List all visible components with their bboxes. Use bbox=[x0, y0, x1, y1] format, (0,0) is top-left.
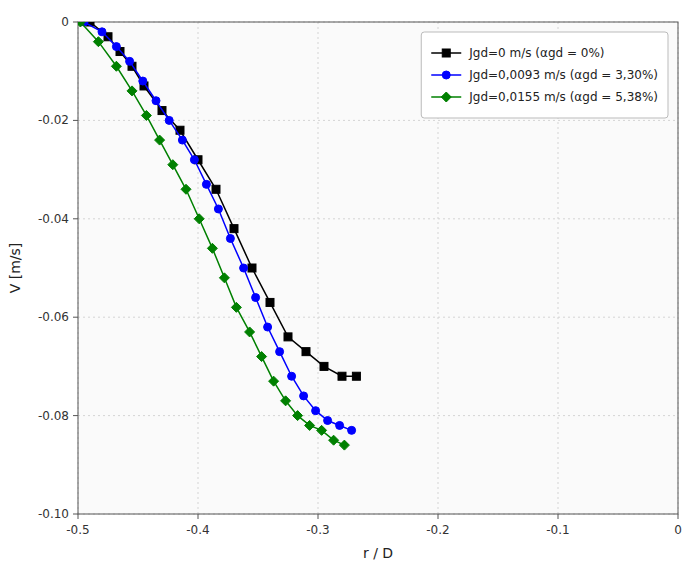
tick-mark bbox=[558, 514, 559, 519]
data-point bbox=[324, 417, 332, 425]
data-point bbox=[284, 333, 292, 341]
grid-line bbox=[78, 317, 678, 318]
data-point bbox=[141, 110, 151, 120]
series-group bbox=[78, 22, 360, 450]
data-point bbox=[293, 411, 303, 421]
data-point bbox=[230, 225, 238, 233]
data-point bbox=[155, 135, 165, 145]
legend-marker bbox=[442, 71, 450, 79]
x-axis-label: r / D bbox=[363, 545, 393, 561]
plot-frame bbox=[78, 22, 678, 514]
data-point bbox=[302, 348, 310, 356]
data-point bbox=[212, 185, 220, 193]
tick-label: 0 bbox=[61, 15, 69, 29]
data-point bbox=[168, 160, 178, 170]
tick-mark bbox=[73, 415, 78, 416]
legend-marker bbox=[442, 49, 450, 57]
data-point bbox=[202, 180, 210, 188]
data-point bbox=[78, 22, 85, 27]
tick-label: -0.3 bbox=[306, 523, 329, 537]
legend-label: Jgd=0,0155 m/s (αgd = 5,38%) bbox=[468, 90, 658, 104]
data-point bbox=[269, 376, 279, 386]
series-line bbox=[90, 22, 356, 376]
series-line bbox=[80, 22, 344, 445]
tick-mark bbox=[73, 120, 78, 121]
tick-mark bbox=[438, 514, 439, 519]
legend: Jgd=0 m/s (αgd = 0%) Jgd=0,0093 m/s (αgd … bbox=[421, 32, 668, 118]
legend-marker bbox=[441, 92, 451, 102]
tick-mark bbox=[678, 514, 679, 519]
tick-mark bbox=[73, 218, 78, 219]
data-point bbox=[98, 28, 106, 36]
data-point bbox=[339, 440, 349, 450]
tick-label: -0.04 bbox=[38, 212, 69, 226]
data-point bbox=[240, 264, 248, 272]
tick-label: 0 bbox=[674, 523, 682, 537]
tick-mark bbox=[73, 514, 78, 515]
tick-label: -0.2 bbox=[426, 523, 449, 537]
data-point bbox=[226, 234, 234, 242]
tick-label: -0.06 bbox=[38, 310, 69, 324]
grid-line bbox=[198, 22, 199, 514]
data-point bbox=[245, 327, 255, 337]
series-line bbox=[84, 22, 352, 430]
tick-label: -0.4 bbox=[186, 523, 209, 537]
data-point bbox=[165, 116, 173, 124]
data-point bbox=[336, 421, 344, 429]
data-point bbox=[288, 372, 296, 380]
tick-mark bbox=[78, 514, 79, 519]
data-point bbox=[305, 420, 315, 430]
data-point bbox=[93, 37, 103, 47]
legend-label: Jgd=0,0093 m/s (αgd = 3,30%) bbox=[468, 68, 658, 82]
data-point bbox=[338, 372, 346, 380]
chart: -0.5-0.4-0.3-0.2-0.10-0.10-0.08-0.06-0.0… bbox=[0, 0, 700, 576]
data-point bbox=[126, 57, 134, 65]
data-point bbox=[320, 362, 328, 370]
plot-area bbox=[78, 22, 678, 514]
legend-box bbox=[421, 32, 668, 118]
data-point bbox=[139, 77, 147, 85]
data-point bbox=[329, 435, 339, 445]
data-point bbox=[152, 97, 160, 105]
data-point bbox=[231, 302, 241, 312]
data-point bbox=[352, 372, 360, 380]
data-point bbox=[281, 396, 291, 406]
data-point bbox=[348, 426, 356, 434]
data-point bbox=[112, 43, 120, 51]
tick-label: -0.5 bbox=[66, 523, 89, 537]
grid-line bbox=[78, 218, 678, 219]
data-point bbox=[266, 298, 274, 306]
legend-label: Jgd=0 m/s (αgd = 0%) bbox=[468, 46, 604, 60]
grid-line bbox=[318, 22, 319, 514]
data-point bbox=[207, 243, 217, 253]
tick-label: -0.02 bbox=[38, 113, 69, 127]
y-axis-label: V [m/s] bbox=[7, 243, 23, 294]
data-point bbox=[190, 156, 198, 164]
data-point bbox=[178, 136, 186, 144]
tick-label: -0.08 bbox=[38, 409, 69, 423]
data-point bbox=[248, 264, 256, 272]
data-point bbox=[214, 205, 222, 213]
axes: -0.5-0.4-0.3-0.2-0.10-0.10-0.08-0.06-0.0… bbox=[38, 15, 682, 537]
data-point bbox=[181, 184, 191, 194]
data-point bbox=[111, 61, 121, 71]
data-point bbox=[317, 425, 327, 435]
tick-mark bbox=[73, 317, 78, 318]
data-point bbox=[312, 407, 320, 415]
data-point bbox=[127, 86, 137, 96]
grid-line bbox=[78, 415, 678, 416]
data-point bbox=[264, 323, 272, 331]
tick-mark bbox=[318, 514, 319, 519]
data-point bbox=[300, 392, 308, 400]
data-point bbox=[257, 352, 267, 362]
tick-label: -0.1 bbox=[546, 523, 569, 537]
tick-label: -0.10 bbox=[38, 507, 69, 521]
data-point bbox=[219, 273, 229, 283]
tick-mark bbox=[198, 514, 199, 519]
data-point bbox=[252, 294, 260, 302]
grid bbox=[78, 22, 678, 514]
data-point bbox=[276, 348, 284, 356]
data-point bbox=[194, 214, 204, 224]
tick-mark bbox=[73, 22, 78, 23]
